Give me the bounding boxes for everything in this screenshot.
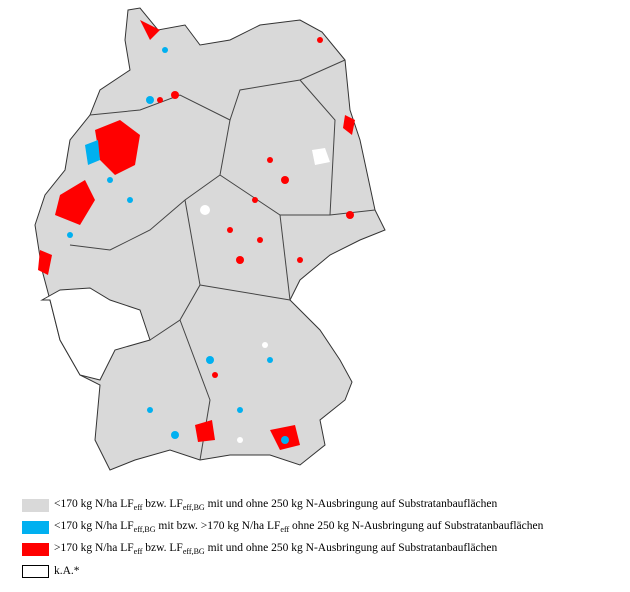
legend-text-part: k.A.* [54, 565, 80, 577]
legend-text-part: eff,BG [182, 503, 205, 512]
white-areas [200, 148, 330, 443]
legend-text-part: bzw. LF [142, 498, 183, 510]
legend-swatch [22, 564, 49, 578]
legend-text-part: bzw. LF [142, 542, 183, 554]
legend-swatch [22, 542, 49, 556]
legend-text-part: eff [280, 525, 290, 534]
legend-text: <170 kg N/ha LFeff,BG mit bzw. >170 kg N… [54, 520, 543, 534]
blue-areas [67, 47, 289, 444]
legend-text: k.A.* [54, 565, 80, 577]
legend-text-part: mit und ohne 250 kg N-Ausbringung auf Su… [204, 542, 498, 554]
legend-text-part: eff [133, 547, 143, 556]
map [34, 7, 386, 471]
legend-text-part: >170 kg N/ha LF [54, 542, 134, 554]
legend-swatch [22, 498, 49, 512]
legend-item: >170 kg N/ha LFeff bzw. LFeff,BG mit und… [22, 538, 543, 560]
legend-text: >170 kg N/ha LFeff bzw. LFeff,BG mit und… [54, 542, 497, 556]
legend-item: <170 kg N/ha LFeff bzw. LFeff,BG mit und… [22, 494, 543, 516]
legend-item: k.A.* [22, 560, 543, 582]
legend-text-part: <170 kg N/ha LF [54, 520, 134, 532]
legend-item: <170 kg N/ha LFeff,BG mit bzw. >170 kg N… [22, 516, 543, 538]
legend-text-part: eff [133, 503, 143, 512]
legend-swatch [22, 520, 49, 534]
state-borders [69, 59, 376, 461]
legend-text-part: eff,BG [133, 525, 156, 534]
legend: <170 kg N/ha LFeff bzw. LFeff,BG mit und… [22, 494, 543, 582]
legend-text-part: mit und ohne 250 kg N-Ausbringung auf Su… [204, 498, 498, 510]
legend-text-part: mit bzw. >170 kg N/ha LF [155, 520, 281, 532]
no-data-region [40, 287, 151, 381]
legend-text-part: ohne 250 kg N-Ausbringung auf Substratan… [289, 520, 544, 532]
legend-text-part: eff,BG [182, 547, 205, 556]
legend-text-part: <170 kg N/ha LF [54, 498, 134, 510]
legend-text: <170 kg N/ha LFeff bzw. LFeff,BG mit und… [54, 498, 497, 512]
